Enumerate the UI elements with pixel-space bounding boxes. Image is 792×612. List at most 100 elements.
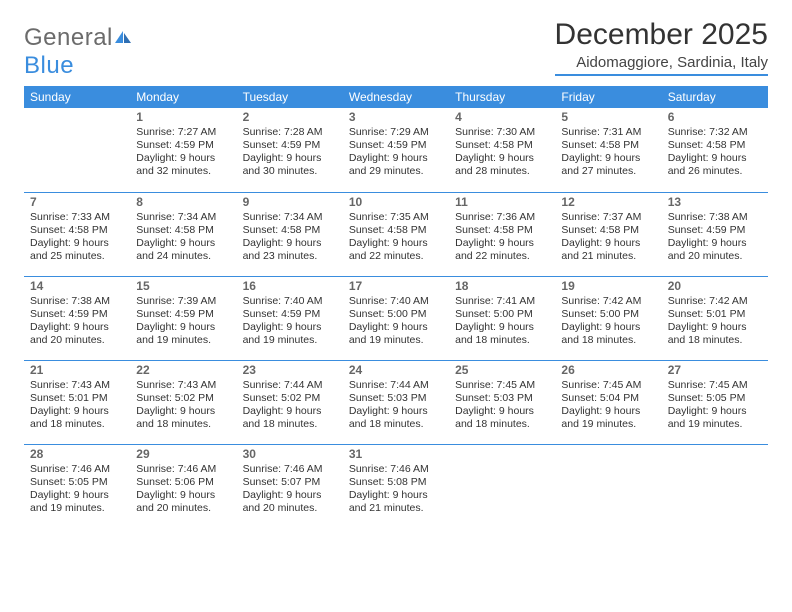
day-number: 23 <box>243 363 337 378</box>
sunset-line: Sunset: 4:59 PM <box>349 139 443 152</box>
calendar-day-empty <box>555 444 661 528</box>
sail-icon <box>113 29 133 45</box>
sunrise-line: Sunrise: 7:41 AM <box>455 295 549 308</box>
sunset-line: Sunset: 4:59 PM <box>136 139 230 152</box>
daylight-line: Daylight: 9 hours and 22 minutes. <box>455 237 549 263</box>
calendar-week: 28Sunrise: 7:46 AMSunset: 5:05 PMDayligh… <box>24 444 768 528</box>
sunset-line: Sunset: 5:00 PM <box>561 308 655 321</box>
location: Aidomaggiore, Sardinia, Italy <box>555 54 768 76</box>
sunset-line: Sunset: 4:59 PM <box>668 224 762 237</box>
day-number: 1 <box>136 110 230 125</box>
sunset-line: Sunset: 4:58 PM <box>349 224 443 237</box>
sunset-line: Sunset: 5:04 PM <box>561 392 655 405</box>
sunrise-line: Sunrise: 7:45 AM <box>455 379 549 392</box>
calendar-week: 1Sunrise: 7:27 AMSunset: 4:59 PMDaylight… <box>24 108 768 192</box>
sunset-line: Sunset: 4:59 PM <box>136 308 230 321</box>
sunset-line: Sunset: 4:58 PM <box>136 224 230 237</box>
day-number: 31 <box>349 447 443 462</box>
sunset-line: Sunset: 4:58 PM <box>455 224 549 237</box>
calendar-day: 31Sunrise: 7:46 AMSunset: 5:08 PMDayligh… <box>343 444 449 528</box>
sunrise-line: Sunrise: 7:46 AM <box>136 463 230 476</box>
day-number: 28 <box>30 447 124 462</box>
daylight-line: Daylight: 9 hours and 18 minutes. <box>455 321 549 347</box>
sunrise-line: Sunrise: 7:31 AM <box>561 126 655 139</box>
sunrise-line: Sunrise: 7:44 AM <box>243 379 337 392</box>
sunrise-line: Sunrise: 7:46 AM <box>349 463 443 476</box>
calendar-day-empty <box>24 108 130 192</box>
daylight-line: Daylight: 9 hours and 20 minutes. <box>668 237 762 263</box>
day-number: 16 <box>243 279 337 294</box>
calendar-day: 9Sunrise: 7:34 AMSunset: 4:58 PMDaylight… <box>237 192 343 276</box>
sunset-line: Sunset: 4:58 PM <box>30 224 124 237</box>
calendar-day: 20Sunrise: 7:42 AMSunset: 5:01 PMDayligh… <box>662 276 768 360</box>
sunrise-line: Sunrise: 7:45 AM <box>668 379 762 392</box>
calendar-day: 11Sunrise: 7:36 AMSunset: 4:58 PMDayligh… <box>449 192 555 276</box>
calendar-day: 18Sunrise: 7:41 AMSunset: 5:00 PMDayligh… <box>449 276 555 360</box>
daylight-line: Daylight: 9 hours and 18 minutes. <box>561 321 655 347</box>
daylight-line: Daylight: 9 hours and 19 minutes. <box>136 321 230 347</box>
weekday-header: Saturday <box>662 86 768 108</box>
daylight-line: Daylight: 9 hours and 20 minutes. <box>243 489 337 515</box>
day-number: 15 <box>136 279 230 294</box>
weekday-header: Monday <box>130 86 236 108</box>
sunset-line: Sunset: 5:05 PM <box>668 392 762 405</box>
calendar-day: 12Sunrise: 7:37 AMSunset: 4:58 PMDayligh… <box>555 192 661 276</box>
daylight-line: Daylight: 9 hours and 18 minutes. <box>349 405 443 431</box>
sunset-line: Sunset: 4:58 PM <box>561 139 655 152</box>
weekday-header: Friday <box>555 86 661 108</box>
sunrise-line: Sunrise: 7:40 AM <box>349 295 443 308</box>
title-block: December 2025 Aidomaggiore, Sardinia, It… <box>555 18 768 76</box>
day-number: 20 <box>668 279 762 294</box>
daylight-line: Daylight: 9 hours and 18 minutes. <box>136 405 230 431</box>
sunset-line: Sunset: 4:58 PM <box>243 224 337 237</box>
weekday-header: Wednesday <box>343 86 449 108</box>
sunset-line: Sunset: 5:01 PM <box>30 392 124 405</box>
calendar-day: 15Sunrise: 7:39 AMSunset: 4:59 PMDayligh… <box>130 276 236 360</box>
day-number: 26 <box>561 363 655 378</box>
sunrise-line: Sunrise: 7:34 AM <box>136 211 230 224</box>
day-number: 6 <box>668 110 762 125</box>
sunrise-line: Sunrise: 7:40 AM <box>243 295 337 308</box>
daylight-line: Daylight: 9 hours and 28 minutes. <box>455 152 549 178</box>
sunrise-line: Sunrise: 7:39 AM <box>136 295 230 308</box>
calendar-day: 29Sunrise: 7:46 AMSunset: 5:06 PMDayligh… <box>130 444 236 528</box>
sunset-line: Sunset: 4:59 PM <box>243 308 337 321</box>
day-number: 3 <box>349 110 443 125</box>
sunset-line: Sunset: 5:06 PM <box>136 476 230 489</box>
daylight-line: Daylight: 9 hours and 26 minutes. <box>668 152 762 178</box>
day-number: 19 <box>561 279 655 294</box>
sunrise-line: Sunrise: 7:42 AM <box>561 295 655 308</box>
sunset-line: Sunset: 5:01 PM <box>668 308 762 321</box>
calendar-day-empty <box>449 444 555 528</box>
daylight-line: Daylight: 9 hours and 20 minutes. <box>30 321 124 347</box>
daylight-line: Daylight: 9 hours and 19 minutes. <box>561 405 655 431</box>
sunrise-line: Sunrise: 7:35 AM <box>349 211 443 224</box>
sunrise-line: Sunrise: 7:38 AM <box>30 295 124 308</box>
calendar-head: SundayMondayTuesdayWednesdayThursdayFrid… <box>24 86 768 108</box>
daylight-line: Daylight: 9 hours and 22 minutes. <box>349 237 443 263</box>
day-number: 24 <box>349 363 443 378</box>
sunset-line: Sunset: 5:08 PM <box>349 476 443 489</box>
day-number: 10 <box>349 195 443 210</box>
calendar-day: 5Sunrise: 7:31 AMSunset: 4:58 PMDaylight… <box>555 108 661 192</box>
calendar-day: 17Sunrise: 7:40 AMSunset: 5:00 PMDayligh… <box>343 276 449 360</box>
daylight-line: Daylight: 9 hours and 19 minutes. <box>668 405 762 431</box>
calendar-day: 21Sunrise: 7:43 AMSunset: 5:01 PMDayligh… <box>24 360 130 444</box>
daylight-line: Daylight: 9 hours and 19 minutes. <box>30 489 124 515</box>
calendar-day: 28Sunrise: 7:46 AMSunset: 5:05 PMDayligh… <box>24 444 130 528</box>
calendar-day: 19Sunrise: 7:42 AMSunset: 5:00 PMDayligh… <box>555 276 661 360</box>
sunrise-line: Sunrise: 7:29 AM <box>349 126 443 139</box>
calendar-day: 7Sunrise: 7:33 AMSunset: 4:58 PMDaylight… <box>24 192 130 276</box>
daylight-line: Daylight: 9 hours and 18 minutes. <box>455 405 549 431</box>
day-number: 17 <box>349 279 443 294</box>
sunset-line: Sunset: 5:02 PM <box>243 392 337 405</box>
sunset-line: Sunset: 5:07 PM <box>243 476 337 489</box>
calendar-day: 6Sunrise: 7:32 AMSunset: 4:58 PMDaylight… <box>662 108 768 192</box>
sunrise-line: Sunrise: 7:33 AM <box>30 211 124 224</box>
sunset-line: Sunset: 5:03 PM <box>349 392 443 405</box>
sunset-line: Sunset: 4:58 PM <box>561 224 655 237</box>
sunset-line: Sunset: 4:58 PM <box>455 139 549 152</box>
day-number: 4 <box>455 110 549 125</box>
header: GeneralBlue December 2025 Aidomaggiore, … <box>24 18 768 80</box>
calendar-week: 7Sunrise: 7:33 AMSunset: 4:58 PMDaylight… <box>24 192 768 276</box>
